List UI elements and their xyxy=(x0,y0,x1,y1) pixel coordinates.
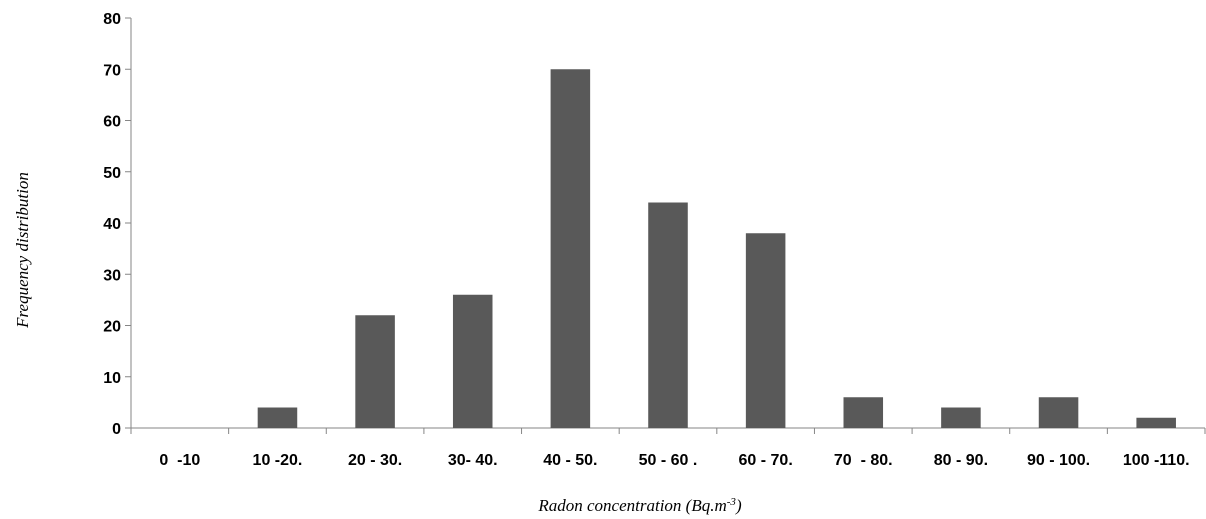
bars xyxy=(257,69,1176,428)
y-tick-label: 80 xyxy=(103,11,121,28)
y-tick-label: 0 xyxy=(112,421,121,438)
y-tick-label: 60 xyxy=(103,114,121,131)
bar xyxy=(843,397,884,428)
x-tick-label: 100 -110. xyxy=(1123,452,1190,469)
x-tick-label: 10 -20. xyxy=(253,452,303,469)
x-axis-title-superscript: -3 xyxy=(727,496,737,508)
y-tick-label: 20 xyxy=(103,319,121,336)
x-tick-label: 40 - 50. xyxy=(543,452,597,469)
bar xyxy=(257,407,298,428)
x-tick-label: 60 - 70. xyxy=(739,452,793,469)
y-axis-title: Frequency distribution xyxy=(13,172,32,329)
y-tick-label: 50 xyxy=(103,165,121,182)
y-axis: 0 10 20 30 40 50 60 70 80 xyxy=(103,11,132,438)
bar xyxy=(355,315,395,428)
y-tick-label: 70 xyxy=(103,62,121,79)
x-tick-label: 90 - 100. xyxy=(1027,452,1090,469)
x-axis-title: Radon concentration (Bq.m-3) xyxy=(537,496,742,515)
y-tick-label: 10 xyxy=(103,370,121,387)
x-tick-label: 50 - 60 . xyxy=(639,452,698,469)
bar xyxy=(745,233,786,428)
x-tick-label: 70 - 80. xyxy=(834,452,893,469)
x-axis: 0 -10 10 -20. 20 - 30. 30- 40. 40 - 50. 50 - … xyxy=(130,427,1206,469)
y-tick-label: 30 xyxy=(103,267,121,284)
bar xyxy=(550,69,591,428)
bar xyxy=(1038,397,1079,428)
x-tick-label: 30- 40. xyxy=(448,452,498,469)
bar xyxy=(1136,417,1176,428)
y-tick-label: 40 xyxy=(103,216,121,233)
bar xyxy=(452,294,493,428)
bar xyxy=(648,202,688,428)
x-tick-label: 20 - 30. xyxy=(348,452,402,469)
x-axis-title-main: Radon concentration (Bq.m xyxy=(537,496,726,515)
x-axis-title-end: ) xyxy=(735,496,742,515)
x-tick-label: 0 -10 xyxy=(159,452,200,469)
bar xyxy=(941,407,981,428)
x-tick-label: 80 - 90. xyxy=(934,452,988,469)
